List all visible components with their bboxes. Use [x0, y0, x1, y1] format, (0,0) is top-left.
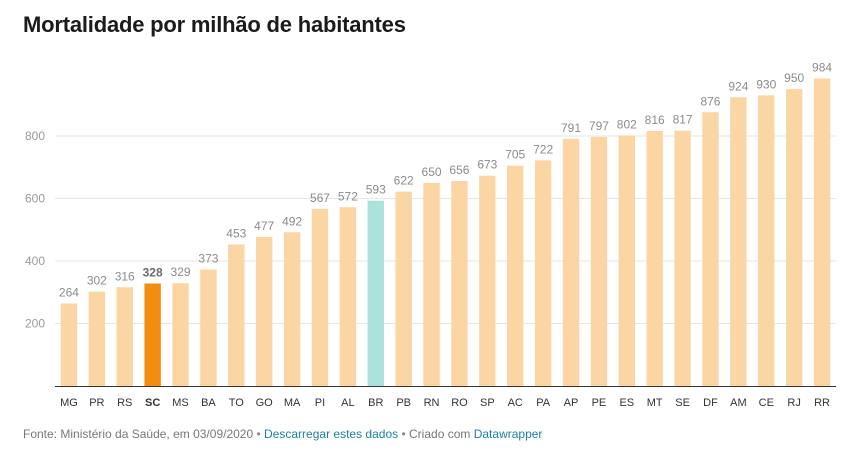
bar-ap — [562, 138, 580, 386]
x-tick-label: MG — [60, 397, 78, 409]
x-tick-label: AC — [508, 397, 523, 409]
bar-sp — [479, 175, 496, 386]
x-tick-label: DF — [703, 397, 718, 409]
x-tick-label: TO — [229, 397, 245, 409]
bar-ro — [451, 181, 468, 386]
x-tick-label: RN — [424, 397, 440, 409]
x-tick-label: PI — [315, 397, 325, 409]
value-label: 984 — [812, 61, 832, 75]
value-label: 373 — [198, 251, 218, 265]
x-tick-label: GO — [256, 397, 274, 409]
created-with-text: Criado com — [409, 427, 471, 441]
bar-ms — [172, 283, 189, 386]
chart-title: Mortalidade por milhão de habitantes — [23, 12, 406, 37]
x-tick-label: PR — [89, 397, 104, 409]
x-tick-label: MS — [172, 397, 189, 409]
bar-go — [255, 236, 273, 386]
x-tick-label: BA — [201, 397, 216, 409]
bar-rj — [785, 89, 803, 386]
value-label: 722 — [533, 142, 553, 156]
x-tick-label: BR — [368, 397, 383, 409]
chart-footer: Fonte: Ministério da Saúde, em 03/09/202… — [23, 427, 542, 441]
x-tick-label: RR — [814, 397, 830, 409]
bar-df — [702, 112, 719, 386]
y-tick-label: 800 — [25, 129, 45, 143]
x-tick-label: SC — [145, 397, 160, 409]
x-tick-label: SP — [480, 397, 495, 409]
datawrapper-link[interactable]: Datawrapper — [473, 427, 543, 441]
value-label: 924 — [728, 79, 748, 93]
bar-mt — [646, 131, 663, 386]
bar-rr — [813, 78, 831, 386]
y-tick-label: 400 — [25, 254, 45, 268]
value-label: 328 — [143, 266, 163, 280]
x-tick-label: AM — [730, 397, 747, 409]
bar-am — [730, 97, 747, 386]
footer-separator: • — [401, 427, 406, 441]
value-label: 593 — [366, 183, 386, 197]
x-tick-label: MA — [284, 397, 301, 409]
value-label: 817 — [673, 113, 693, 127]
bar-ma — [283, 232, 301, 386]
x-tick-label: AL — [341, 397, 354, 409]
x-tick-label: RO — [451, 397, 468, 409]
value-label: 650 — [422, 165, 442, 179]
download-data-link[interactable]: Descarregar estes dados — [264, 427, 399, 441]
value-label: 950 — [784, 71, 804, 85]
value-label: 705 — [505, 148, 525, 162]
value-label: 477 — [254, 219, 274, 233]
label-layer: 264 MG 302 PR 316 RS 328 SC 329 MS 373 BA 453 TO 477 GO… — [59, 61, 832, 410]
bar-layer — [60, 78, 831, 386]
x-tick-label: PB — [396, 397, 411, 409]
value-label: 492 — [282, 214, 302, 228]
value-label: 264 — [59, 286, 79, 300]
bar-ac — [507, 165, 524, 386]
bar-rs — [116, 287, 133, 386]
bar-pi — [311, 208, 329, 386]
y-tick-label: 600 — [25, 192, 45, 206]
x-tick-label: RJ — [787, 397, 800, 409]
value-label: 802 — [617, 117, 637, 131]
bar-ce — [758, 95, 775, 386]
y-tick-label: 200 — [25, 317, 45, 331]
x-tick-label: CE — [759, 397, 774, 409]
x-tick-label: ES — [619, 397, 634, 409]
value-label: 622 — [394, 174, 414, 188]
bar-al — [339, 207, 357, 386]
value-label: 791 — [561, 121, 581, 135]
x-tick-label: SE — [675, 397, 690, 409]
bar-mg — [60, 303, 78, 386]
value-label: 816 — [645, 113, 665, 127]
bar-rn — [423, 182, 440, 386]
bar-ba — [200, 269, 217, 386]
bar-se — [674, 130, 691, 386]
x-tick-label: PE — [592, 397, 607, 409]
value-label: 930 — [756, 77, 776, 91]
bar-pr — [88, 291, 106, 386]
source-note: Fonte: Ministério da Saúde, em 03/09/202… — [23, 427, 254, 441]
value-label: 302 — [87, 274, 107, 288]
footer-separator: • — [256, 427, 261, 441]
bar-pe — [590, 136, 608, 386]
value-label: 316 — [115, 269, 135, 283]
bar-to — [228, 244, 245, 386]
bar-pa — [534, 160, 552, 386]
value-label: 673 — [477, 158, 497, 172]
bar-chart: 200 400 600 800 264 MG 302 PR 316 RS 328 SC 329 MS 37… — [25, 61, 836, 410]
x-tick-label: AP — [564, 397, 579, 409]
x-tick-label: RS — [117, 397, 132, 409]
value-label: 656 — [449, 163, 469, 177]
value-label: 572 — [338, 189, 358, 203]
value-label: 329 — [171, 265, 191, 279]
value-label: 567 — [310, 191, 330, 205]
value-label: 876 — [700, 94, 720, 108]
value-label: 453 — [226, 226, 246, 240]
bar-es — [618, 135, 636, 386]
x-tick-label: MT — [647, 397, 663, 409]
value-label: 797 — [589, 119, 609, 133]
x-tick-label: PA — [536, 397, 551, 409]
bar-sc — [144, 283, 161, 386]
bar-pb — [395, 191, 412, 386]
bar-br — [367, 200, 384, 386]
